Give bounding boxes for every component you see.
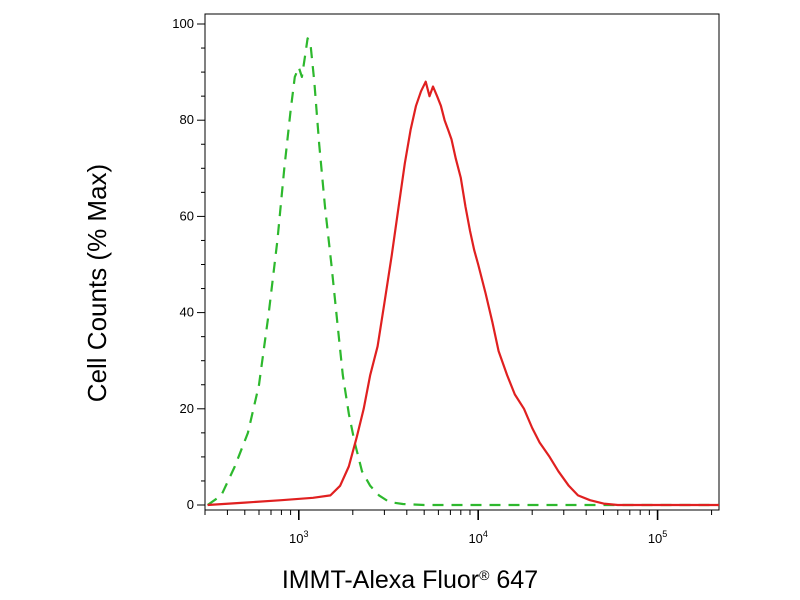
plot-frame bbox=[204, 13, 720, 511]
y-tick-label: 40 bbox=[180, 305, 194, 320]
series-layer bbox=[206, 37, 719, 507]
y-axis-ticks: 0 20 40 60 80 100 bbox=[172, 16, 205, 512]
y-axis-title: Cell Counts (% Max) bbox=[82, 164, 112, 402]
x-axis-title-mark: ® bbox=[479, 567, 490, 583]
x-axis-title-main: IMMT-Alexa Fluor bbox=[282, 566, 479, 594]
y-tick-label: 100 bbox=[172, 16, 194, 31]
x-tick-label: 104 bbox=[468, 529, 487, 546]
x-tick-label: 105 bbox=[648, 529, 667, 546]
series-line-2 bbox=[207, 80, 719, 507]
y-tick-label: 60 bbox=[180, 208, 194, 223]
y-tick-label: 0 bbox=[187, 497, 194, 512]
x-axis-title: IMMT-Alexa Fluor® 647 bbox=[282, 566, 538, 594]
x-tick-label: 103 bbox=[289, 529, 308, 546]
x-axis-title-suffix: 647 bbox=[489, 566, 538, 594]
y-tick-label: 20 bbox=[180, 401, 194, 416]
y-tick-label: 80 bbox=[180, 112, 194, 127]
series-line-1 bbox=[206, 37, 719, 507]
x-axis-ticks: 103 104 105 bbox=[204, 510, 713, 546]
